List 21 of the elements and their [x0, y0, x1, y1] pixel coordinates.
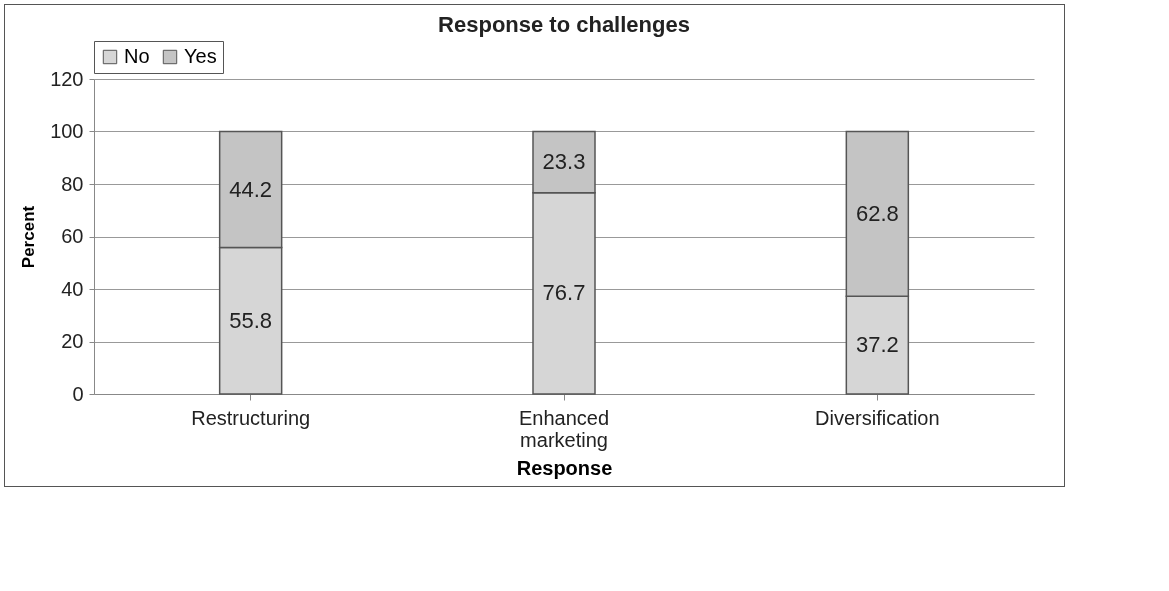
data-label: 62.8	[855, 200, 899, 226]
x-tick-label: Enhanced marketing	[518, 406, 610, 451]
y-tick-label: 100	[50, 120, 84, 142]
legend-label: Yes	[184, 45, 217, 67]
y-tick-label: 80	[61, 172, 84, 195]
y-tick-label: 20	[61, 330, 84, 352]
data-label: 55.8	[229, 307, 273, 333]
x-axis-title: Response	[516, 456, 613, 479]
x-tick-label: Diversification	[815, 406, 940, 429]
y-tick-label: 60	[61, 225, 84, 247]
chart-title: Response to challenges	[438, 11, 690, 37]
data-label: 44.2	[229, 176, 273, 202]
data-label: 76.7	[542, 280, 586, 306]
y-tick-label: 0	[72, 382, 84, 405]
data-label: 37.2	[855, 332, 899, 358]
x-tick-label: Restructuring	[191, 406, 311, 429]
y-axis-title: Percent	[19, 205, 39, 269]
data-label: 23.3	[542, 149, 586, 175]
y-tick-label: 120	[50, 67, 84, 90]
legend-label: No	[124, 45, 150, 67]
y-tick-label: 40	[61, 277, 84, 300]
